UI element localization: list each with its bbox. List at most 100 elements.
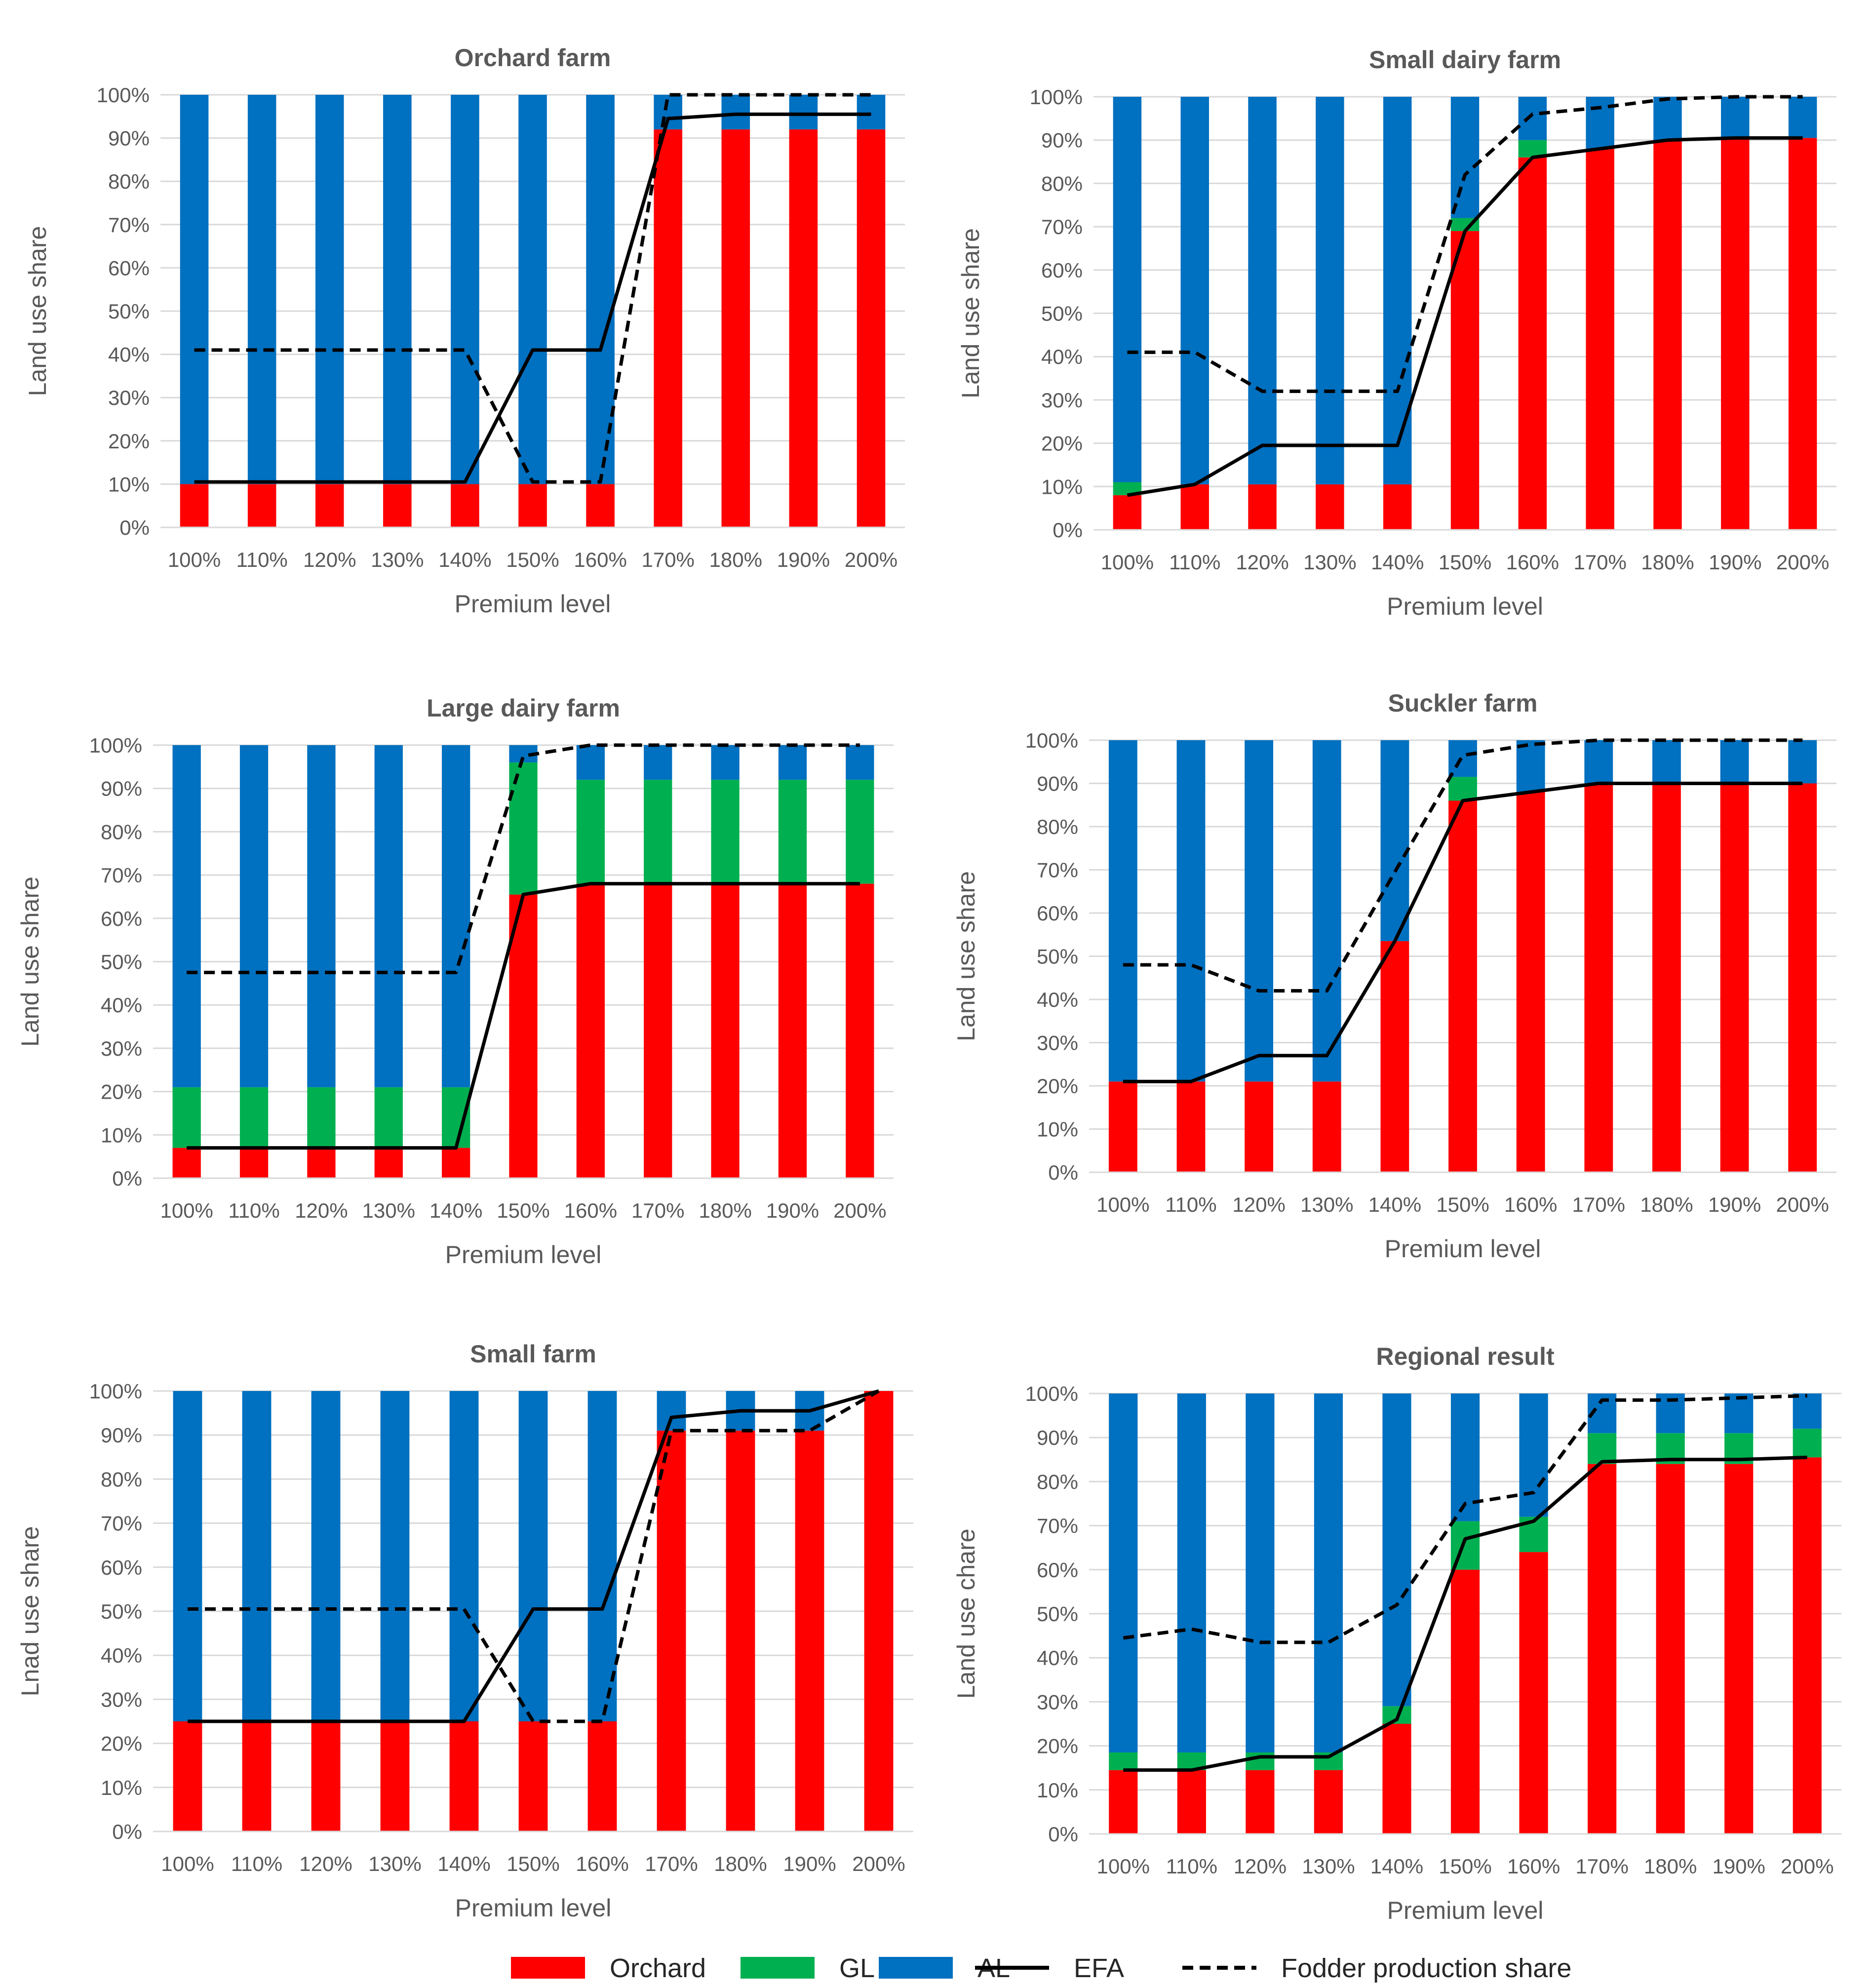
x-tick-label: 140% <box>1370 1855 1423 1878</box>
x-tick-label: 150% <box>497 1199 549 1222</box>
x-tick-label: 190% <box>1709 551 1761 574</box>
x-tick-label: 190% <box>783 1852 836 1875</box>
y-tick-label: 80% <box>108 170 150 193</box>
bar-gl <box>509 762 538 895</box>
x-tick-label: 160% <box>1507 1855 1560 1878</box>
bar-al <box>374 745 403 1087</box>
chart-title: Large dairy farm <box>427 694 620 722</box>
y-tick-label: 100% <box>89 734 142 757</box>
y-tick-label: 20% <box>1037 1735 1078 1758</box>
bar-al <box>311 1391 341 1721</box>
bar-orchard <box>1793 1457 1822 1834</box>
bar-orchard <box>1383 484 1412 530</box>
y-tick-label: 80% <box>101 1468 142 1491</box>
y-tick-label: 100% <box>97 83 150 107</box>
bar-al <box>239 745 269 1087</box>
bar-al <box>657 1391 686 1431</box>
x-tick-label: 110% <box>1165 1193 1216 1216</box>
bar-al <box>380 1391 410 1721</box>
x-tick-label: 120% <box>295 1199 348 1222</box>
x-tick-label: 140% <box>1371 551 1424 574</box>
bar-al <box>576 745 605 780</box>
bar-orchard <box>726 1431 755 1831</box>
y-axis-label: Lnad use share <box>16 1526 44 1697</box>
y-tick-label: 10% <box>101 1776 142 1799</box>
bar-al <box>1788 740 1817 784</box>
x-tick-label: 190% <box>766 1199 819 1222</box>
fodder-share-line <box>194 93 871 484</box>
bar-orchard <box>1788 138 1817 530</box>
bar-al <box>173 1391 202 1721</box>
x-axis-label: Premium level <box>1387 593 1543 620</box>
y-tick-label: 90% <box>101 777 142 800</box>
chart-panel-1: Small dairy farm 0% 10% 20% 30% 40% 50% 60% 70% 8… <box>957 46 1836 620</box>
bar-orchard <box>1314 1770 1343 1834</box>
bar-al <box>1721 97 1750 138</box>
y-axis-label: Land use share <box>952 871 980 1041</box>
x-tick-label: 130% <box>1303 551 1356 574</box>
bar-orchard <box>711 883 740 1178</box>
x-tick-label: 180% <box>1640 1193 1693 1216</box>
bar-orchard <box>1516 792 1545 1172</box>
bar-al <box>1793 1393 1822 1429</box>
x-tick-label: 100% <box>1096 1193 1149 1216</box>
bar-orchard <box>1788 783 1817 1172</box>
x-tick-label: 170% <box>1573 551 1626 574</box>
bar-al <box>518 95 547 484</box>
x-tick-label: 170% <box>631 1199 684 1222</box>
efa-line <box>187 882 860 1150</box>
chart-panel-0: Orchard farm 0% 10% 20% 30% 40% 50% 60% 70% 80% 90… <box>24 44 905 618</box>
bar-orchard <box>586 484 615 527</box>
x-tick-label: 160% <box>576 1852 628 1875</box>
bar-al <box>449 1391 479 1721</box>
x-tick-label: 180% <box>699 1199 751 1222</box>
bar-orchard <box>509 894 538 1178</box>
bar-al <box>1245 740 1273 1082</box>
bar-orchard <box>1656 1464 1685 1834</box>
y-tick-label: 20% <box>108 430 150 453</box>
bar-al <box>857 95 886 130</box>
bar-orchard <box>380 1721 410 1831</box>
bar-al <box>1516 740 1545 792</box>
bar-gl <box>307 1087 336 1148</box>
bar-orchard <box>644 883 672 1178</box>
y-tick-label: 80% <box>1037 815 1078 838</box>
bar-al <box>1720 740 1749 784</box>
bar-al <box>307 745 336 1087</box>
bar-al <box>315 95 344 484</box>
y-tick-label: 70% <box>101 864 142 887</box>
bar-al <box>1448 740 1477 777</box>
x-tick-label: 120% <box>303 548 356 571</box>
chart-panel-4: Small farm 0% 10% 20% 30% 40% 50% 60% 70% 80% 90% 1… <box>16 1340 913 1922</box>
bar-orchard <box>518 1721 548 1831</box>
bar-al <box>1177 1393 1206 1752</box>
bar-al <box>1450 1393 1480 1521</box>
y-tick-label: 0% <box>1048 1823 1078 1846</box>
bar-gl <box>1246 1752 1275 1770</box>
bar-gl <box>1793 1429 1822 1458</box>
y-tick-label: 30% <box>1041 389 1083 412</box>
y-tick-label: 50% <box>108 300 150 323</box>
y-tick-label: 20% <box>1037 1074 1078 1098</box>
bar-gl <box>711 780 740 884</box>
y-tick-label: 40% <box>1041 345 1083 368</box>
legend-label: GL <box>839 1953 875 1983</box>
bar-orchard <box>1109 1770 1138 1834</box>
x-tick-label: 200% <box>845 548 898 571</box>
y-tick-label: 50% <box>101 951 142 974</box>
bar-al <box>1584 740 1613 784</box>
bar-al <box>778 745 807 780</box>
bar-orchard <box>1518 157 1547 530</box>
x-tick-label: 170% <box>641 548 694 571</box>
x-tick-label: 180% <box>714 1852 767 1875</box>
y-tick-label: 0% <box>112 1820 142 1843</box>
bar-orchard <box>1245 1081 1273 1172</box>
bar-al <box>1248 97 1277 484</box>
bar-orchard <box>374 1148 403 1178</box>
bar-orchard <box>1248 484 1277 530</box>
x-tick-label: 130% <box>371 548 424 571</box>
y-tick-label: 20% <box>101 1080 142 1104</box>
x-axis-label: Premium level <box>455 590 611 618</box>
bar-gl <box>846 780 874 884</box>
bar-orchard <box>587 1721 617 1831</box>
